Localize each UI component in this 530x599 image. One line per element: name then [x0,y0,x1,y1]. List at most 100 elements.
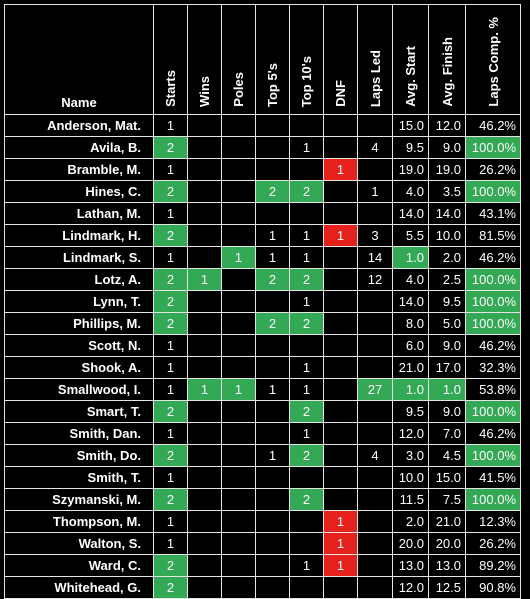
table-row: Bramble, M. 1 1 19.0 19.0 26.2% [4,158,521,181]
poles-cell [221,290,256,313]
driver-name-cell: Anderson, Mat. [4,114,154,137]
dnf-cell [323,246,358,269]
top5-cell: 2 [255,268,290,291]
wins-cell [187,290,222,313]
poles-cell [221,136,256,159]
laps-comp-cell: 100.0% [465,268,521,291]
laps-led-cell: 14 [357,246,393,269]
poles-cell [221,488,256,511]
avg-finish-cell: 12.5 [428,576,466,599]
top5-cell: 1 [255,246,290,269]
laps-comp-cell: 100.0% [465,180,521,203]
table-row: Avila, B. 2 1 4 9.5 9.0 100.0% [4,136,521,159]
table-row: Lindmark, H. 2 1 1 1 3 5.5 10.0 81.5% [4,224,521,247]
starts-cell: 2 [153,312,188,335]
laps-comp-cell: 53.8% [465,378,521,401]
poles-cell [221,466,256,489]
table-row: Walton, S. 1 1 20.0 20.0 26.2% [4,532,521,555]
driver-name-cell: Smith, T. [4,466,154,489]
top10-cell: 2 [289,312,324,335]
laps-led-cell [357,356,393,379]
table-row: Ward, C. 2 1 1 13.0 13.0 89.2% [4,554,521,577]
laps-comp-cell: 43.1% [465,202,521,225]
laps-led-cell [357,334,393,357]
laps-comp-cell: 46.2% [465,422,521,445]
top5-cell [255,488,290,511]
dnf-cell [323,400,358,423]
poles-cell [221,444,256,467]
top10-cell: 1 [289,378,324,401]
driver-name-cell: Bramble, M. [4,158,154,181]
table-row: Lotz, A. 2 1 2 2 12 4.0 2.5 100.0% [4,268,521,291]
top10-cell [289,334,324,357]
top5-cell: 1 [255,378,290,401]
dnf-cell: 1 [323,158,358,181]
driver-name-cell: Lathan, M. [4,202,154,225]
driver-name-cell: Smith, Do. [4,444,154,467]
wins-cell [187,334,222,357]
avg-start-cell: 13.0 [392,554,429,577]
dnf-cell: 1 [323,554,358,577]
avg-finish-cell: 14.0 [428,202,466,225]
column-header-name: Name [4,4,154,115]
starts-cell: 1 [153,246,188,269]
poles-cell [221,202,256,225]
dnf-cell: 1 [323,532,358,555]
poles-cell [221,532,256,555]
dnf-cell [323,488,358,511]
starts-cell: 2 [153,554,188,577]
wins-cell [187,422,222,445]
top10-cell: 1 [289,136,324,159]
dnf-cell [323,202,358,225]
avg-start-cell: 9.5 [392,400,429,423]
laps-comp-cell: 100.0% [465,290,521,313]
header-row: Name Starts Wins Poles Top 5's Top 10's … [4,4,521,115]
starts-cell: 2 [153,400,188,423]
table-row: Scott, N. 1 6.0 9.0 46.2% [4,334,521,357]
top5-cell [255,532,290,555]
driver-name-cell: Lindmark, H. [4,224,154,247]
driver-name-cell: Lindmark, S. [4,246,154,269]
wins-cell: 1 [187,268,222,291]
wins-cell [187,356,222,379]
table-row: Thompson, M. 1 1 2.0 21.0 12.3% [4,510,521,533]
starts-cell: 1 [153,378,188,401]
dnf-cell [323,290,358,313]
avg-start-cell: 12.0 [392,422,429,445]
avg-finish-cell: 9.5 [428,290,466,313]
table-row: Anderson, Mat. 1 15.0 12.0 46.2% [4,114,521,137]
driver-name-cell: Avila, B. [4,136,154,159]
top10-cell [289,466,324,489]
column-header-laps-comp: Laps Comp. % [465,4,521,115]
starts-cell: 2 [153,444,188,467]
column-header-avg-start: Avg. Start [392,4,429,115]
top5-cell [255,510,290,533]
avg-finish-cell: 7.0 [428,422,466,445]
top5-cell [255,290,290,313]
avg-start-cell: 6.0 [392,334,429,357]
column-header-poles: Poles [221,4,256,115]
avg-start-cell: 20.0 [392,532,429,555]
avg-finish-cell: 15.0 [428,466,466,489]
starts-cell: 1 [153,334,188,357]
dnf-cell [323,422,358,445]
table-row: Lindmark, S. 1 1 1 1 14 1.0 2.0 46.2% [4,246,521,269]
wins-cell [187,114,222,137]
avg-start-cell: 12.0 [392,576,429,599]
starts-cell: 1 [153,158,188,181]
driver-name-cell: Scott, N. [4,334,154,357]
starts-cell: 2 [153,136,188,159]
laps-led-cell [357,554,393,577]
laps-led-cell: 1 [357,180,393,203]
driver-name-cell: Shook, A. [4,356,154,379]
wins-cell [187,554,222,577]
poles-cell [221,180,256,203]
dnf-cell [323,114,358,137]
dnf-cell [323,180,358,203]
top10-cell: 2 [289,268,324,291]
dnf-cell [323,356,358,379]
dnf-cell [323,444,358,467]
column-header-laps-led: Laps Led [357,4,393,115]
laps-comp-cell: 100.0% [465,400,521,423]
driver-name-cell: Lotz, A. [4,268,154,291]
